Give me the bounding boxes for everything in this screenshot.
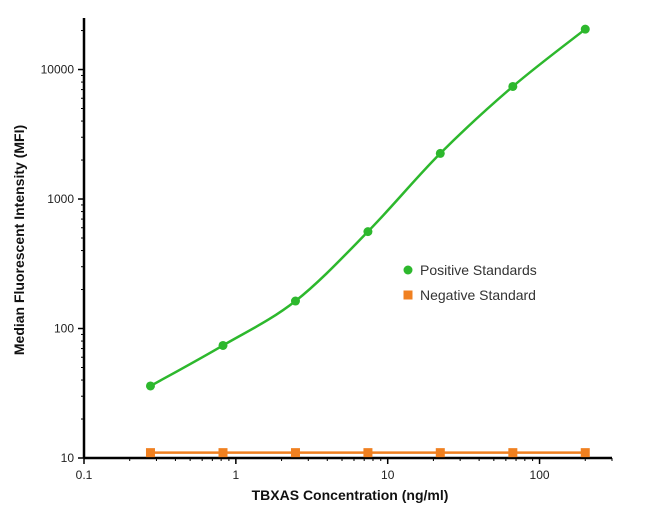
series-1-point <box>580 448 590 458</box>
x-tick-label: 100 <box>530 468 550 482</box>
legend-label-negative: Negative Standard <box>420 287 536 303</box>
series-1-point <box>218 448 228 458</box>
series-0-point <box>435 148 445 158</box>
legend-marker-negative <box>403 290 413 300</box>
legend-marker-positive <box>403 265 413 275</box>
y-tick-label: 10000 <box>41 63 75 77</box>
series-1-point <box>290 448 300 458</box>
series-0-fit-curve <box>149 28 587 388</box>
x-tick-label: 0.1 <box>76 468 93 482</box>
series-0-point <box>290 296 300 306</box>
series-1-point <box>145 448 155 458</box>
x-tick-label: 10 <box>381 468 395 482</box>
series-0-point <box>145 381 155 391</box>
legend-label-positive: Positive Standards <box>420 262 537 278</box>
series-0-point <box>508 81 518 91</box>
y-tick-label: 1000 <box>47 192 74 206</box>
legend-item-positive: Positive Standards <box>403 262 537 278</box>
x-tick-label: 1 <box>233 468 240 482</box>
series-0-point <box>218 340 228 350</box>
y-tick-label: 10 <box>61 451 75 465</box>
y-tick-label: 100 <box>54 322 74 336</box>
series-0-point <box>363 227 373 237</box>
legend: Positive Standards Negative Standard <box>403 262 537 303</box>
series-1-point <box>508 448 518 458</box>
series-1-point <box>435 448 445 458</box>
y-axis-title: Median Fluorescent Intensity (MFI) <box>11 125 27 355</box>
series-layer <box>145 24 590 458</box>
legend-item-negative: Negative Standard <box>403 287 536 303</box>
series-1-point <box>363 448 373 458</box>
series-0-point <box>580 24 590 34</box>
x-axis-title: TBXAS Concentration (ng/ml) <box>252 487 449 503</box>
axes: 10 100 1000 10000 0.1 1 10 100 <box>41 18 613 482</box>
